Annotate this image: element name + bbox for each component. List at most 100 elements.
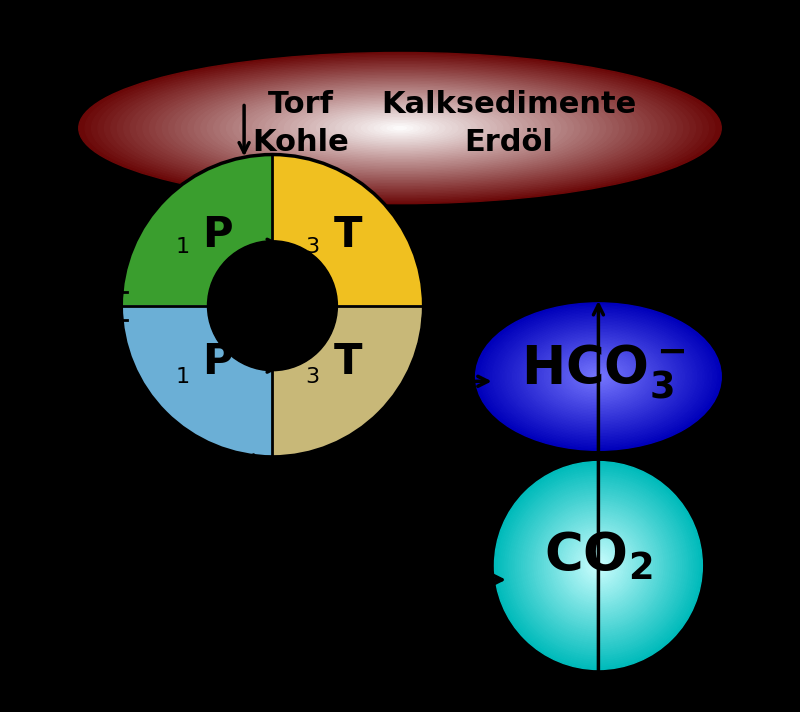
Circle shape bbox=[498, 466, 698, 665]
Ellipse shape bbox=[589, 371, 608, 382]
Ellipse shape bbox=[188, 78, 612, 178]
Ellipse shape bbox=[498, 316, 699, 437]
Circle shape bbox=[550, 518, 646, 613]
Ellipse shape bbox=[527, 334, 670, 419]
Ellipse shape bbox=[544, 344, 653, 409]
Ellipse shape bbox=[591, 372, 606, 381]
Ellipse shape bbox=[515, 327, 682, 426]
Circle shape bbox=[515, 483, 682, 649]
Ellipse shape bbox=[233, 89, 567, 167]
Ellipse shape bbox=[483, 308, 714, 446]
Ellipse shape bbox=[298, 104, 502, 152]
Ellipse shape bbox=[586, 370, 610, 384]
Circle shape bbox=[530, 497, 667, 634]
Ellipse shape bbox=[381, 124, 419, 132]
Ellipse shape bbox=[342, 115, 458, 142]
Circle shape bbox=[594, 561, 602, 570]
Ellipse shape bbox=[105, 58, 695, 198]
Circle shape bbox=[563, 530, 634, 601]
Text: $\mathbf{HCO_3^-}$: $\mathbf{HCO_3^-}$ bbox=[521, 342, 686, 402]
Ellipse shape bbox=[576, 363, 621, 390]
Circle shape bbox=[571, 538, 626, 592]
Ellipse shape bbox=[542, 342, 655, 411]
Ellipse shape bbox=[323, 110, 477, 146]
Circle shape bbox=[509, 476, 688, 655]
Circle shape bbox=[523, 491, 674, 640]
Circle shape bbox=[526, 493, 671, 638]
Ellipse shape bbox=[349, 116, 451, 140]
Text: 3: 3 bbox=[305, 237, 319, 257]
Ellipse shape bbox=[564, 356, 633, 397]
Ellipse shape bbox=[317, 108, 483, 147]
Circle shape bbox=[502, 470, 694, 661]
Ellipse shape bbox=[510, 323, 687, 429]
Text: 3: 3 bbox=[305, 367, 319, 387]
Ellipse shape bbox=[554, 350, 642, 403]
Ellipse shape bbox=[513, 325, 684, 428]
Ellipse shape bbox=[495, 315, 702, 439]
Ellipse shape bbox=[552, 349, 645, 404]
Text: Kalksedimente
Erdöl: Kalksedimente Erdöl bbox=[381, 90, 636, 157]
Ellipse shape bbox=[594, 374, 603, 379]
Circle shape bbox=[554, 522, 642, 609]
Circle shape bbox=[565, 533, 632, 599]
Ellipse shape bbox=[336, 113, 464, 143]
Circle shape bbox=[578, 545, 619, 587]
Circle shape bbox=[507, 474, 690, 657]
Circle shape bbox=[542, 509, 654, 622]
Ellipse shape bbox=[78, 53, 722, 204]
Ellipse shape bbox=[150, 69, 650, 187]
Ellipse shape bbox=[226, 88, 574, 169]
Circle shape bbox=[559, 526, 638, 605]
Ellipse shape bbox=[169, 73, 631, 182]
Ellipse shape bbox=[85, 54, 715, 202]
Ellipse shape bbox=[118, 61, 682, 194]
Circle shape bbox=[561, 528, 636, 603]
Ellipse shape bbox=[478, 304, 718, 449]
Ellipse shape bbox=[475, 303, 722, 450]
Ellipse shape bbox=[566, 357, 630, 396]
Ellipse shape bbox=[124, 63, 676, 193]
Ellipse shape bbox=[362, 119, 438, 137]
Ellipse shape bbox=[368, 120, 432, 136]
Circle shape bbox=[582, 549, 615, 582]
Wedge shape bbox=[273, 155, 424, 305]
Ellipse shape bbox=[310, 107, 490, 150]
Circle shape bbox=[557, 524, 640, 607]
Circle shape bbox=[532, 499, 665, 632]
Ellipse shape bbox=[271, 98, 529, 158]
Ellipse shape bbox=[532, 337, 665, 417]
Ellipse shape bbox=[220, 85, 580, 170]
Circle shape bbox=[544, 511, 653, 619]
Ellipse shape bbox=[130, 65, 670, 192]
Circle shape bbox=[497, 464, 700, 667]
Circle shape bbox=[528, 495, 669, 637]
Ellipse shape bbox=[557, 352, 640, 402]
Ellipse shape bbox=[520, 330, 677, 424]
Ellipse shape bbox=[488, 310, 709, 443]
Circle shape bbox=[513, 481, 684, 651]
Text: T: T bbox=[334, 214, 362, 256]
Circle shape bbox=[536, 503, 661, 628]
Wedge shape bbox=[122, 305, 273, 457]
Circle shape bbox=[501, 468, 696, 664]
Ellipse shape bbox=[330, 112, 470, 145]
Circle shape bbox=[584, 551, 613, 580]
Ellipse shape bbox=[569, 359, 628, 394]
Ellipse shape bbox=[525, 333, 672, 421]
Ellipse shape bbox=[584, 367, 613, 385]
Circle shape bbox=[511, 478, 686, 653]
Circle shape bbox=[540, 508, 657, 624]
Ellipse shape bbox=[284, 101, 516, 155]
Ellipse shape bbox=[252, 93, 548, 163]
Text: P: P bbox=[202, 214, 233, 256]
Ellipse shape bbox=[111, 60, 689, 196]
Ellipse shape bbox=[518, 328, 679, 425]
Circle shape bbox=[546, 513, 650, 617]
Ellipse shape bbox=[304, 105, 496, 151]
Ellipse shape bbox=[265, 96, 535, 159]
Ellipse shape bbox=[162, 72, 638, 184]
Ellipse shape bbox=[156, 70, 644, 186]
Text: 1: 1 bbox=[176, 237, 190, 257]
Ellipse shape bbox=[559, 353, 638, 400]
